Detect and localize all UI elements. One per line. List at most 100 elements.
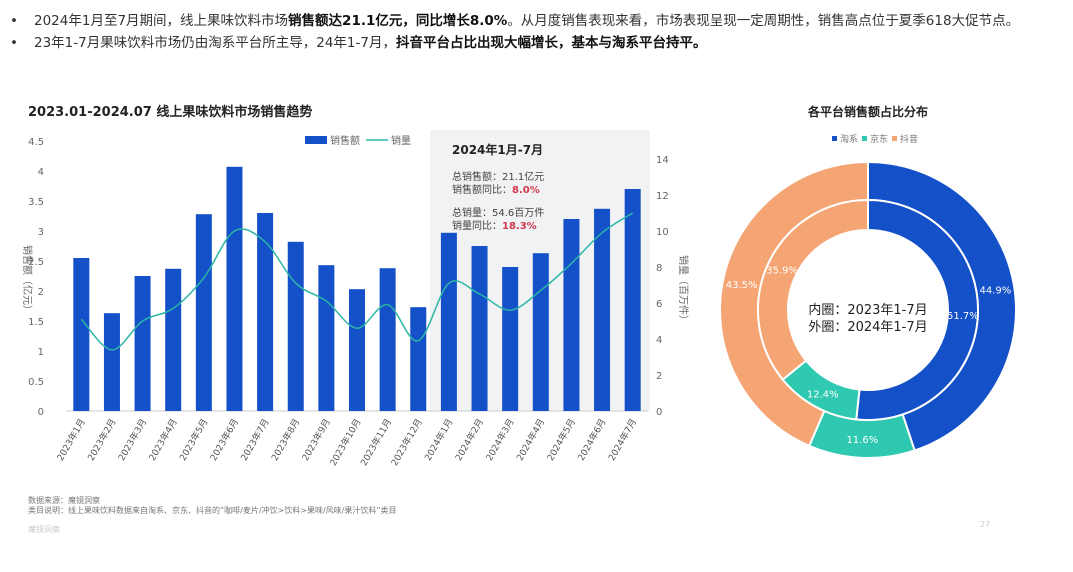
inner-ring-slice-淘系 xyxy=(855,198,979,421)
bullet-1: • 2024年1月至7月期间，线上果味饮料市场销售额达21.1亿元，同比增长8.0… xyxy=(8,10,1058,32)
y-right-tick-label: 6 xyxy=(656,299,662,310)
legend-label-抖音: 抖音 xyxy=(900,133,918,145)
bullet-text: ， xyxy=(402,13,416,29)
x-tick-label: 2023年7月 xyxy=(238,417,272,463)
data-source: 数据来源：魔镜洞察 xyxy=(28,496,100,505)
y-right-tick-label: 8 xyxy=(656,263,662,274)
x-tick-label: 2023年1月 xyxy=(54,417,88,463)
y-tick-label: 4 xyxy=(38,167,44,178)
x-tick-label: 2023年3月 xyxy=(115,417,149,463)
bar-2024年2月 xyxy=(471,246,488,411)
bar-2023年3月 xyxy=(134,276,151,411)
annotation-sales: 总销售额：21.1亿元 xyxy=(452,170,544,183)
bar-2023年11月 xyxy=(379,268,396,411)
inner-ring-label: 51.7% xyxy=(947,311,979,322)
x-tick-label: 2024年3月 xyxy=(483,417,517,463)
bar-2023年9月 xyxy=(318,265,335,411)
trend-chart-title: 2023.01-2024.07 线上果味饮料市场销售趋势 xyxy=(28,104,312,120)
y-tick-label: 2.5 xyxy=(28,257,44,268)
x-tick-label: 2024年4月 xyxy=(514,417,548,463)
legend-label-volume: 销量 xyxy=(391,134,411,147)
bullet-highlight: 同比增长8.0% xyxy=(415,13,508,29)
y-tick-label: 0.5 xyxy=(28,377,44,388)
x-tick-label: 2023年6月 xyxy=(207,417,241,463)
bar-2023年2月 xyxy=(103,313,120,411)
outer-ring-label: 44.9% xyxy=(979,285,1011,296)
outer-ring-label: 11.6% xyxy=(846,435,878,446)
y-right-tick-label: 10 xyxy=(656,227,669,238)
y-right-axis-label: 销量（百万件） xyxy=(677,255,690,325)
x-tick-label: 2023年10月 xyxy=(327,417,364,468)
bar-2023年6月 xyxy=(226,166,243,411)
legend-swatch-抖音 xyxy=(892,136,897,141)
y-tick-label: 1 xyxy=(38,347,44,358)
x-tick-label: 2024年7月 xyxy=(606,417,640,463)
annotation-sales-yoy: 8.0% xyxy=(512,185,540,196)
legend-swatch-京东 xyxy=(862,136,867,141)
category-note: 类目说明：线上果味饮料数据来自淘系、京东、抖音的“咖啡/麦片/冲饮>饮料>果味/… xyxy=(28,506,397,515)
annotation-title: 2024年1月-7月 xyxy=(452,142,543,157)
legend-swatch-sales xyxy=(305,136,327,144)
inner-ring-label: 12.4% xyxy=(807,390,839,401)
annotation-volume-yoy-label: 销量同比：18.3% xyxy=(452,219,537,232)
bar-2024年4月 xyxy=(532,253,549,411)
bar-2024年7月 xyxy=(624,189,641,411)
platform-chart-title: 各平台销售额占比分布 xyxy=(807,104,928,119)
bullet-text: 。从月度销售表现来看，市场表现呈现一定周期性，销售高点位于夏季618大促节点。 xyxy=(507,13,1020,29)
y-right-tick-label: 12 xyxy=(656,191,669,202)
platform-donut-chart: 44.9% 11.6% 43.5% 51.7% 12.4% 35.9% 淘系 京东 抖音 xyxy=(718,133,1017,459)
x-tick-label: 2023年8月 xyxy=(269,417,303,463)
bar-2024年1月 xyxy=(440,232,457,411)
y-tick-label: 1.5 xyxy=(28,317,44,328)
x-tick-label: 2023年12月 xyxy=(388,417,425,468)
legend-swatch-淘系 xyxy=(832,136,837,141)
inner-ring-label: 35.9% xyxy=(766,265,798,276)
bullet-dot: • xyxy=(10,35,18,51)
inner-ring-slice-抖音 xyxy=(757,198,869,381)
bar-2023年10月 xyxy=(349,289,365,411)
annotation-volume: 总销量：54.6百万件 xyxy=(452,206,544,219)
x-tick-label: 2024年6月 xyxy=(575,417,609,463)
annotation-volume-yoy: 18.3% xyxy=(502,221,537,232)
y-tick-label: 3 xyxy=(38,227,44,238)
x-tick-label: 2024年5月 xyxy=(544,417,578,463)
annotation-sales-yoy-label: 销售额同比：8.0% xyxy=(452,183,540,196)
y-axis-label: 销售额（亿元） xyxy=(21,245,34,315)
x-tick-label: 2024年1月 xyxy=(422,417,456,463)
donut-center-outer: 外圈：2024年1-7月 xyxy=(808,320,927,335)
x-tick-label: 2023年5月 xyxy=(177,417,211,463)
x-tick-label: 2024年2月 xyxy=(452,417,486,463)
legend-label-sales: 销售额 xyxy=(330,134,360,147)
y-tick-label: 2 xyxy=(38,287,44,298)
y-tick-label: 4.5 xyxy=(28,137,44,148)
bar-2023年5月 xyxy=(195,214,212,411)
page-number: 27 xyxy=(980,520,991,529)
brand-footer: 魔镜洞察 xyxy=(28,525,60,534)
x-tick-label: 2023年11月 xyxy=(358,417,395,468)
bar-2023年7月 xyxy=(257,213,274,411)
y-tick-label: 0 xyxy=(38,407,44,418)
y-tick-label: 3.5 xyxy=(28,197,44,208)
bullet-highlight: 销售额达21.1亿元 xyxy=(288,13,403,29)
bullet-dot: • xyxy=(10,13,18,29)
x-tick-label: 2023年4月 xyxy=(146,417,180,463)
x-tick-label: 2023年9月 xyxy=(299,417,333,463)
summary-bullets: • 2024年1月至7月期间，线上果味饮料市场销售额达21.1亿元，同比增长8.0… xyxy=(8,10,1058,54)
bar-2024年6月 xyxy=(594,208,611,411)
outer-ring-label: 43.5% xyxy=(726,280,758,291)
bar-2024年3月 xyxy=(502,267,519,411)
y-right-tick-label: 2 xyxy=(656,371,662,382)
bullet-2: • 23年1-7月果味饮料市场仍由淘系平台所主导，24年1-7月，抖音平台占比出现… xyxy=(8,32,1058,54)
donut-center-inner: 内圈：2023年1-7月 xyxy=(808,302,927,318)
bar-2024年5月 xyxy=(563,219,580,411)
bar-2023年4月 xyxy=(165,268,182,411)
y-right-tick-label: 0 xyxy=(656,407,662,418)
bar-2023年1月 xyxy=(73,258,90,411)
bullet-text: 23年1-7月果味饮料市场仍由淘系平台所主导，24年1-7月， xyxy=(34,35,396,51)
bar-2023年8月 xyxy=(287,241,304,411)
x-tick-label: 2023年2月 xyxy=(85,417,119,463)
legend-label-淘系: 淘系 xyxy=(840,133,858,145)
y-right-tick-label: 14 xyxy=(656,155,669,166)
bullet-text: 2024年1月至7月期间，线上果味饮料市场 xyxy=(34,13,289,29)
